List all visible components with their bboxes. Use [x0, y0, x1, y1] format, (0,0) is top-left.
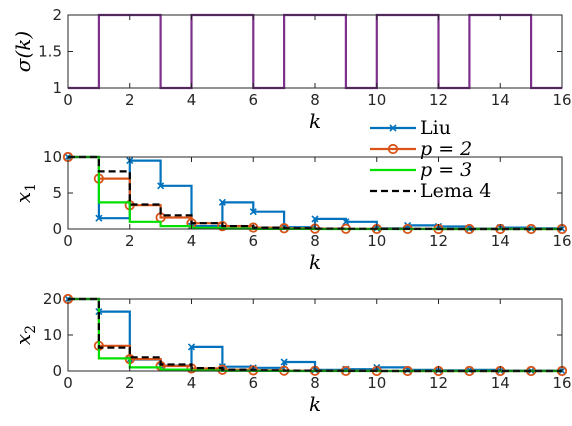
p-2-series-line	[68, 297, 562, 373]
legend-label: p = 3	[420, 159, 472, 181]
x-tick-label: 12	[429, 91, 448, 109]
y-axis-label: σ(k)	[11, 31, 35, 72]
y-tick-label: 1	[52, 79, 62, 97]
y-tick-label: 0	[52, 362, 62, 380]
y-tick-label: 10	[43, 148, 62, 166]
p-2-series-marker	[217, 221, 228, 232]
x-axis-label: k	[309, 392, 321, 416]
sigma-series-line	[68, 13, 562, 90]
y-axis-label: x1	[11, 183, 39, 203]
x-tick-label: 16	[552, 91, 571, 109]
x-tick-label: 0	[63, 232, 73, 250]
liu-series-marker	[157, 182, 165, 190]
liu-series-marker	[249, 208, 257, 216]
x-tick-label: 10	[367, 91, 386, 109]
x-tick-label: 12	[429, 232, 448, 250]
liu-series-marker	[311, 215, 319, 223]
x-tick-label: 10	[367, 232, 386, 250]
y-tick-label: 20	[43, 290, 62, 308]
x-tick-label: 8	[310, 374, 320, 392]
x-tick-label: 14	[491, 374, 510, 392]
subplot-3: 0 2 4 6 8 10 12 14 16 0 10 20 k x2	[11, 290, 572, 416]
subplot-1: 0 2 4 6 8 10 12 14 16 1 1.5 2 k σ(k)	[11, 6, 572, 133]
x-tick-label: 0	[63, 374, 73, 392]
x-tick-label: 2	[125, 374, 135, 392]
x-tick-label: 16	[552, 232, 571, 250]
plot-frame	[67, 14, 563, 89]
x-tick-label: 6	[248, 91, 258, 109]
x-tick-label: 2	[125, 232, 135, 250]
liu-series-marker	[95, 214, 103, 222]
legend-marker	[387, 143, 399, 155]
x-tick-label: 4	[187, 374, 197, 392]
x-tick-label: 2	[125, 91, 135, 109]
x-tick-label: 16	[552, 374, 571, 392]
x-tick-label: 4	[187, 232, 197, 250]
x-axis-label: k	[309, 109, 321, 133]
x-tick-label: 10	[367, 374, 386, 392]
liu-series-marker	[218, 198, 226, 206]
y-tick-label: 5	[52, 184, 62, 202]
liu-series-marker	[187, 343, 196, 351]
legend-label: Lema 4	[420, 180, 491, 202]
x-tick-label: 6	[248, 374, 258, 392]
x-axis-label: k	[309, 250, 321, 274]
x-tick-label: 0	[63, 91, 73, 109]
legend-marker	[389, 124, 397, 132]
x-tick-label: 6	[248, 232, 258, 250]
liu-series-marker	[342, 218, 350, 226]
y-tick-label: 1.5	[38, 43, 62, 61]
liu-series-marker	[280, 358, 288, 366]
x-tick-label: 12	[429, 374, 448, 392]
y-axis-label: x2	[11, 325, 39, 345]
x-tick-label: 4	[187, 91, 197, 109]
y-tick-label: 10	[43, 326, 62, 344]
y-tick-label: 0	[52, 220, 62, 238]
x-tick-label: 8	[310, 232, 320, 250]
legend-label: Liu	[420, 117, 451, 139]
x-tick-label: 14	[491, 91, 510, 109]
legend-label: p = 2	[420, 138, 472, 160]
x-tick-label: 8	[310, 91, 320, 109]
y-tick-label: 2	[52, 6, 62, 24]
x-tick-label: 14	[491, 232, 510, 250]
